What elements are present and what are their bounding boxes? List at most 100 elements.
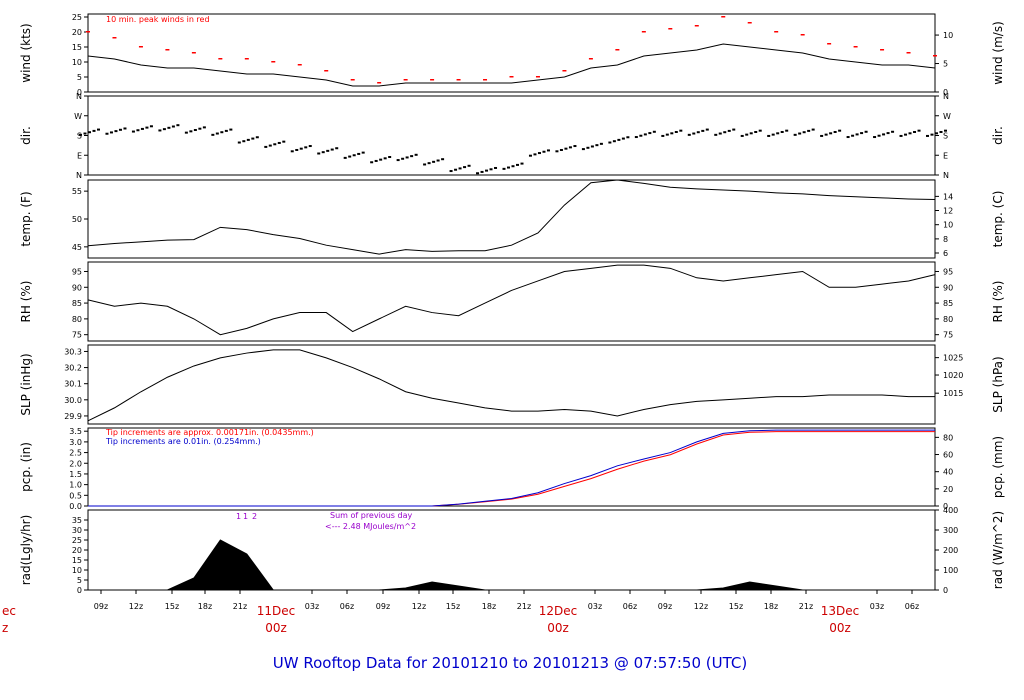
series-line	[87, 43, 936, 87]
day-label-hour: 00z	[547, 621, 569, 635]
dir-point	[758, 129, 762, 132]
dir-point	[427, 162, 431, 165]
dir-point	[939, 130, 943, 133]
dir-point	[838, 129, 842, 132]
dir-point	[581, 148, 585, 151]
dir-point	[732, 128, 736, 131]
dir-point	[485, 169, 489, 172]
dir-point	[714, 133, 718, 136]
dir-point	[502, 167, 506, 170]
dir-point	[749, 132, 753, 135]
dir-point	[754, 130, 758, 133]
peak-wind-mark	[588, 58, 593, 60]
y-tick-label-left: 95	[72, 267, 82, 276]
x-tick-label: 06z	[905, 602, 919, 611]
dir-point	[877, 134, 881, 137]
y-tick-label-right: 20	[943, 485, 953, 494]
y-tick-label-left: 50	[72, 215, 82, 224]
dir-point	[665, 133, 669, 136]
dir-point	[83, 132, 87, 135]
y-tick-label-left: 5	[77, 576, 82, 585]
y-tick-label-left: 0.0	[69, 502, 82, 511]
dir-point	[829, 132, 833, 135]
y-tick-label-left: 15	[72, 43, 82, 52]
peak-wind-mark	[138, 46, 143, 48]
y-tick-label-right: 12	[943, 206, 953, 215]
dir-point	[590, 145, 594, 148]
peak-wind-mark	[165, 49, 170, 51]
x-tick-label: 12z	[694, 602, 708, 611]
peak-wind-mark	[218, 58, 223, 60]
dir-point	[220, 131, 224, 134]
dir-point	[882, 133, 886, 136]
y-tick-label-left: 2.5	[69, 449, 82, 458]
y-tick-label-left: 75	[72, 331, 82, 340]
dir-point	[785, 129, 789, 132]
dir-point	[595, 144, 599, 147]
dir-point	[374, 159, 378, 162]
y-tick-label-left: E	[77, 151, 82, 160]
peak-wind-mark	[535, 76, 540, 78]
peak-wind-mark	[615, 49, 620, 51]
y-tick-label-right: S	[943, 132, 948, 141]
dir-point	[564, 147, 568, 150]
y-tick-label-left: 1.0	[69, 481, 82, 490]
dir-point	[352, 154, 356, 157]
panel-frame	[87, 95, 936, 176]
dir-point	[692, 132, 696, 135]
radiation-area	[88, 539, 935, 591]
panel-4: 29.9 30.0 30.1 30.2 30.3 1015 1020 1025 SLP (inH…	[19, 344, 1005, 425]
dir-point	[449, 170, 453, 173]
dir-point	[264, 145, 268, 148]
rad-peak-label: 1	[243, 512, 248, 521]
dir-point	[652, 130, 656, 133]
y-tick-label-left: 10	[72, 58, 82, 67]
dir-point	[851, 134, 855, 137]
dir-point	[621, 137, 625, 140]
peak-wind-mark	[509, 76, 514, 78]
dir-point	[242, 140, 246, 143]
x-tick-label: 12z	[412, 602, 426, 611]
y-tick-label-left: 30.0	[64, 396, 82, 405]
x-tick-label: 03z	[870, 602, 884, 611]
peak-wind-mark	[853, 46, 858, 48]
x-tick-label: 03z	[588, 602, 602, 611]
dir-point	[634, 136, 638, 139]
dir-point	[414, 153, 418, 156]
x-tick-label: 21z	[799, 602, 813, 611]
peak-wind-mark	[641, 31, 646, 33]
dir-point	[145, 126, 149, 129]
dir-point	[824, 133, 828, 136]
y-tick-label-left: 30.1	[64, 380, 82, 389]
dir-point	[740, 134, 744, 137]
dir-point	[705, 128, 709, 131]
dir-point	[546, 149, 550, 152]
dir-point	[935, 132, 938, 135]
dir-point	[410, 155, 414, 158]
y-tick-label-left: 0	[77, 88, 82, 97]
y-axis-label-right: temp. (C)	[991, 191, 1005, 248]
dir-point	[873, 136, 877, 139]
rad-sum-value: <--- 2.48 MJoules/m^2	[325, 522, 416, 531]
dir-point	[864, 130, 868, 133]
dir-point	[308, 145, 312, 148]
y-tick-label-right: 8	[943, 235, 948, 244]
dir-point	[290, 150, 294, 153]
wind-annotation: 10 min. peak winds in red	[106, 15, 210, 24]
tip-note-2: Tip increments are 0.01in. (0.254mm.)	[105, 437, 261, 446]
y-axis-label-right: SLP (hPa)	[991, 356, 1005, 412]
dir-point	[357, 152, 361, 155]
dir-point	[494, 166, 498, 169]
x-tick-label: 12z	[129, 602, 143, 611]
dir-point	[511, 165, 515, 168]
y-tick-label-right: 200	[943, 546, 958, 555]
dir-point	[793, 133, 797, 136]
peak-wind-mark	[933, 55, 937, 57]
dir-point	[193, 129, 197, 132]
dir-point	[608, 141, 612, 144]
dir-point	[886, 132, 890, 135]
dir-point	[202, 126, 206, 129]
dir-point	[555, 150, 559, 153]
dir-point	[441, 158, 445, 161]
